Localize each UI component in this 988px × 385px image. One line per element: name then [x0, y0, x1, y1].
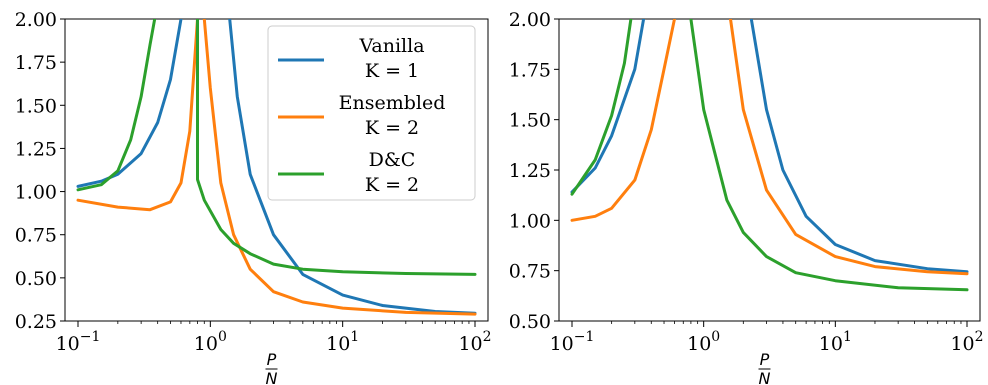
- right-y-ticks: 0.50 0.75 1.00 1.25 1.50 1.75 2.00: [509, 9, 559, 333]
- left-series-dc-line-2: [196, 19, 477, 276]
- legend-sublabel-ensembled: K = 2: [365, 117, 419, 139]
- left-y-tick-label: 0.75: [15, 225, 57, 247]
- left-x-ticks: 10−1 100 101 102: [56, 321, 492, 355]
- left-y-tick-label: 1.25: [15, 138, 57, 160]
- legend: Vanilla K = 1 Ensembled K = 2 D&C K = 2: [267, 25, 476, 201]
- left-y-tick-label: 1.50: [15, 95, 57, 117]
- legend-label-vanilla: Vanilla: [358, 35, 424, 57]
- left-x-label-denominator: N: [266, 369, 278, 385]
- left-x-tick-label: 102: [458, 329, 491, 355]
- right-series-dc-line-1: [570, 19, 633, 196]
- left-y-tick-label: 1.75: [15, 52, 57, 74]
- left-plot-frame: [64, 18, 489, 322]
- right-x-tick-label: 10−1: [550, 329, 595, 355]
- left-series-vanilla-line-1: [76, 19, 183, 188]
- right-x-tick-label: 102: [950, 329, 983, 355]
- right-y-tick-label: 2.00: [509, 9, 551, 31]
- right-series-group: [570, 19, 969, 292]
- right-y-tick-label: 1.75: [509, 59, 551, 81]
- left-y-tick-label: 0.25: [15, 311, 57, 333]
- right-series-ensembled-line-2: [729, 19, 969, 276]
- right-series-dc-line-2: [689, 19, 969, 292]
- left-x-axis-label: PN: [265, 350, 278, 385]
- right-y-tick-label: 1.50: [509, 110, 551, 132]
- right-panel: 0.500.751.001.251.501.752.00 10−1 100 101 1…: [509, 9, 984, 385]
- right-x-axis-label: PN: [758, 350, 771, 385]
- left-y-tick-label: 2.00: [15, 9, 57, 31]
- left-y-tick-label: 1.00: [15, 182, 57, 204]
- right-plot-frame: [558, 18, 981, 322]
- left-panel: 0.25 0.50 0.75 1.00 1.25 1.50 1.75 2.00 10−1 100…: [15, 9, 492, 385]
- right-x-tick-label: 100: [687, 329, 720, 355]
- left-x-tick-label: 10−1: [56, 329, 101, 355]
- left-y-ticks: 0.25 0.50 0.75 1.00 1.25 1.50 1.75 2.00: [15, 9, 65, 333]
- left-series-ensembled-line-2: [202, 19, 477, 316]
- right-x-label-denominator: N: [759, 369, 771, 385]
- legend-box: [267, 25, 476, 201]
- left-y-tick-label: 0.50: [15, 268, 57, 290]
- legend-label-dc: D&C: [369, 149, 416, 171]
- left-x-tick-label: 100: [194, 329, 227, 355]
- left-series-dc-line-1: [76, 19, 157, 192]
- legend-sublabel-vanilla: K = 1: [365, 60, 419, 82]
- right-y-tick-label: 0.50: [509, 311, 551, 333]
- legend-sublabel-dc: K = 2: [365, 174, 419, 196]
- right-series-vanilla-line-1: [570, 19, 646, 194]
- left-series-group: [76, 19, 477, 316]
- left-x-tick-label: 101: [326, 329, 359, 355]
- right-x-tick-label: 101: [819, 329, 852, 355]
- right-x-ticks: 10−1 100 101 102: [550, 321, 984, 355]
- left-series-ensembled-line-1: [76, 19, 199, 212]
- right-x-label-numerator: P: [760, 350, 770, 369]
- right-series-ensembled-line-1: [570, 19, 676, 222]
- right-y-tick-label: 0.75: [509, 261, 551, 283]
- right-y-tick-label: 1.25: [509, 160, 551, 182]
- right-series-vanilla-line-2: [749, 19, 969, 274]
- left-series-vanilla-line-2: [228, 19, 477, 315]
- right-y-tick-label: 1.00: [509, 210, 551, 232]
- left-x-label-numerator: P: [267, 350, 277, 369]
- legend-label-ensembled: Ensembled: [339, 92, 446, 114]
